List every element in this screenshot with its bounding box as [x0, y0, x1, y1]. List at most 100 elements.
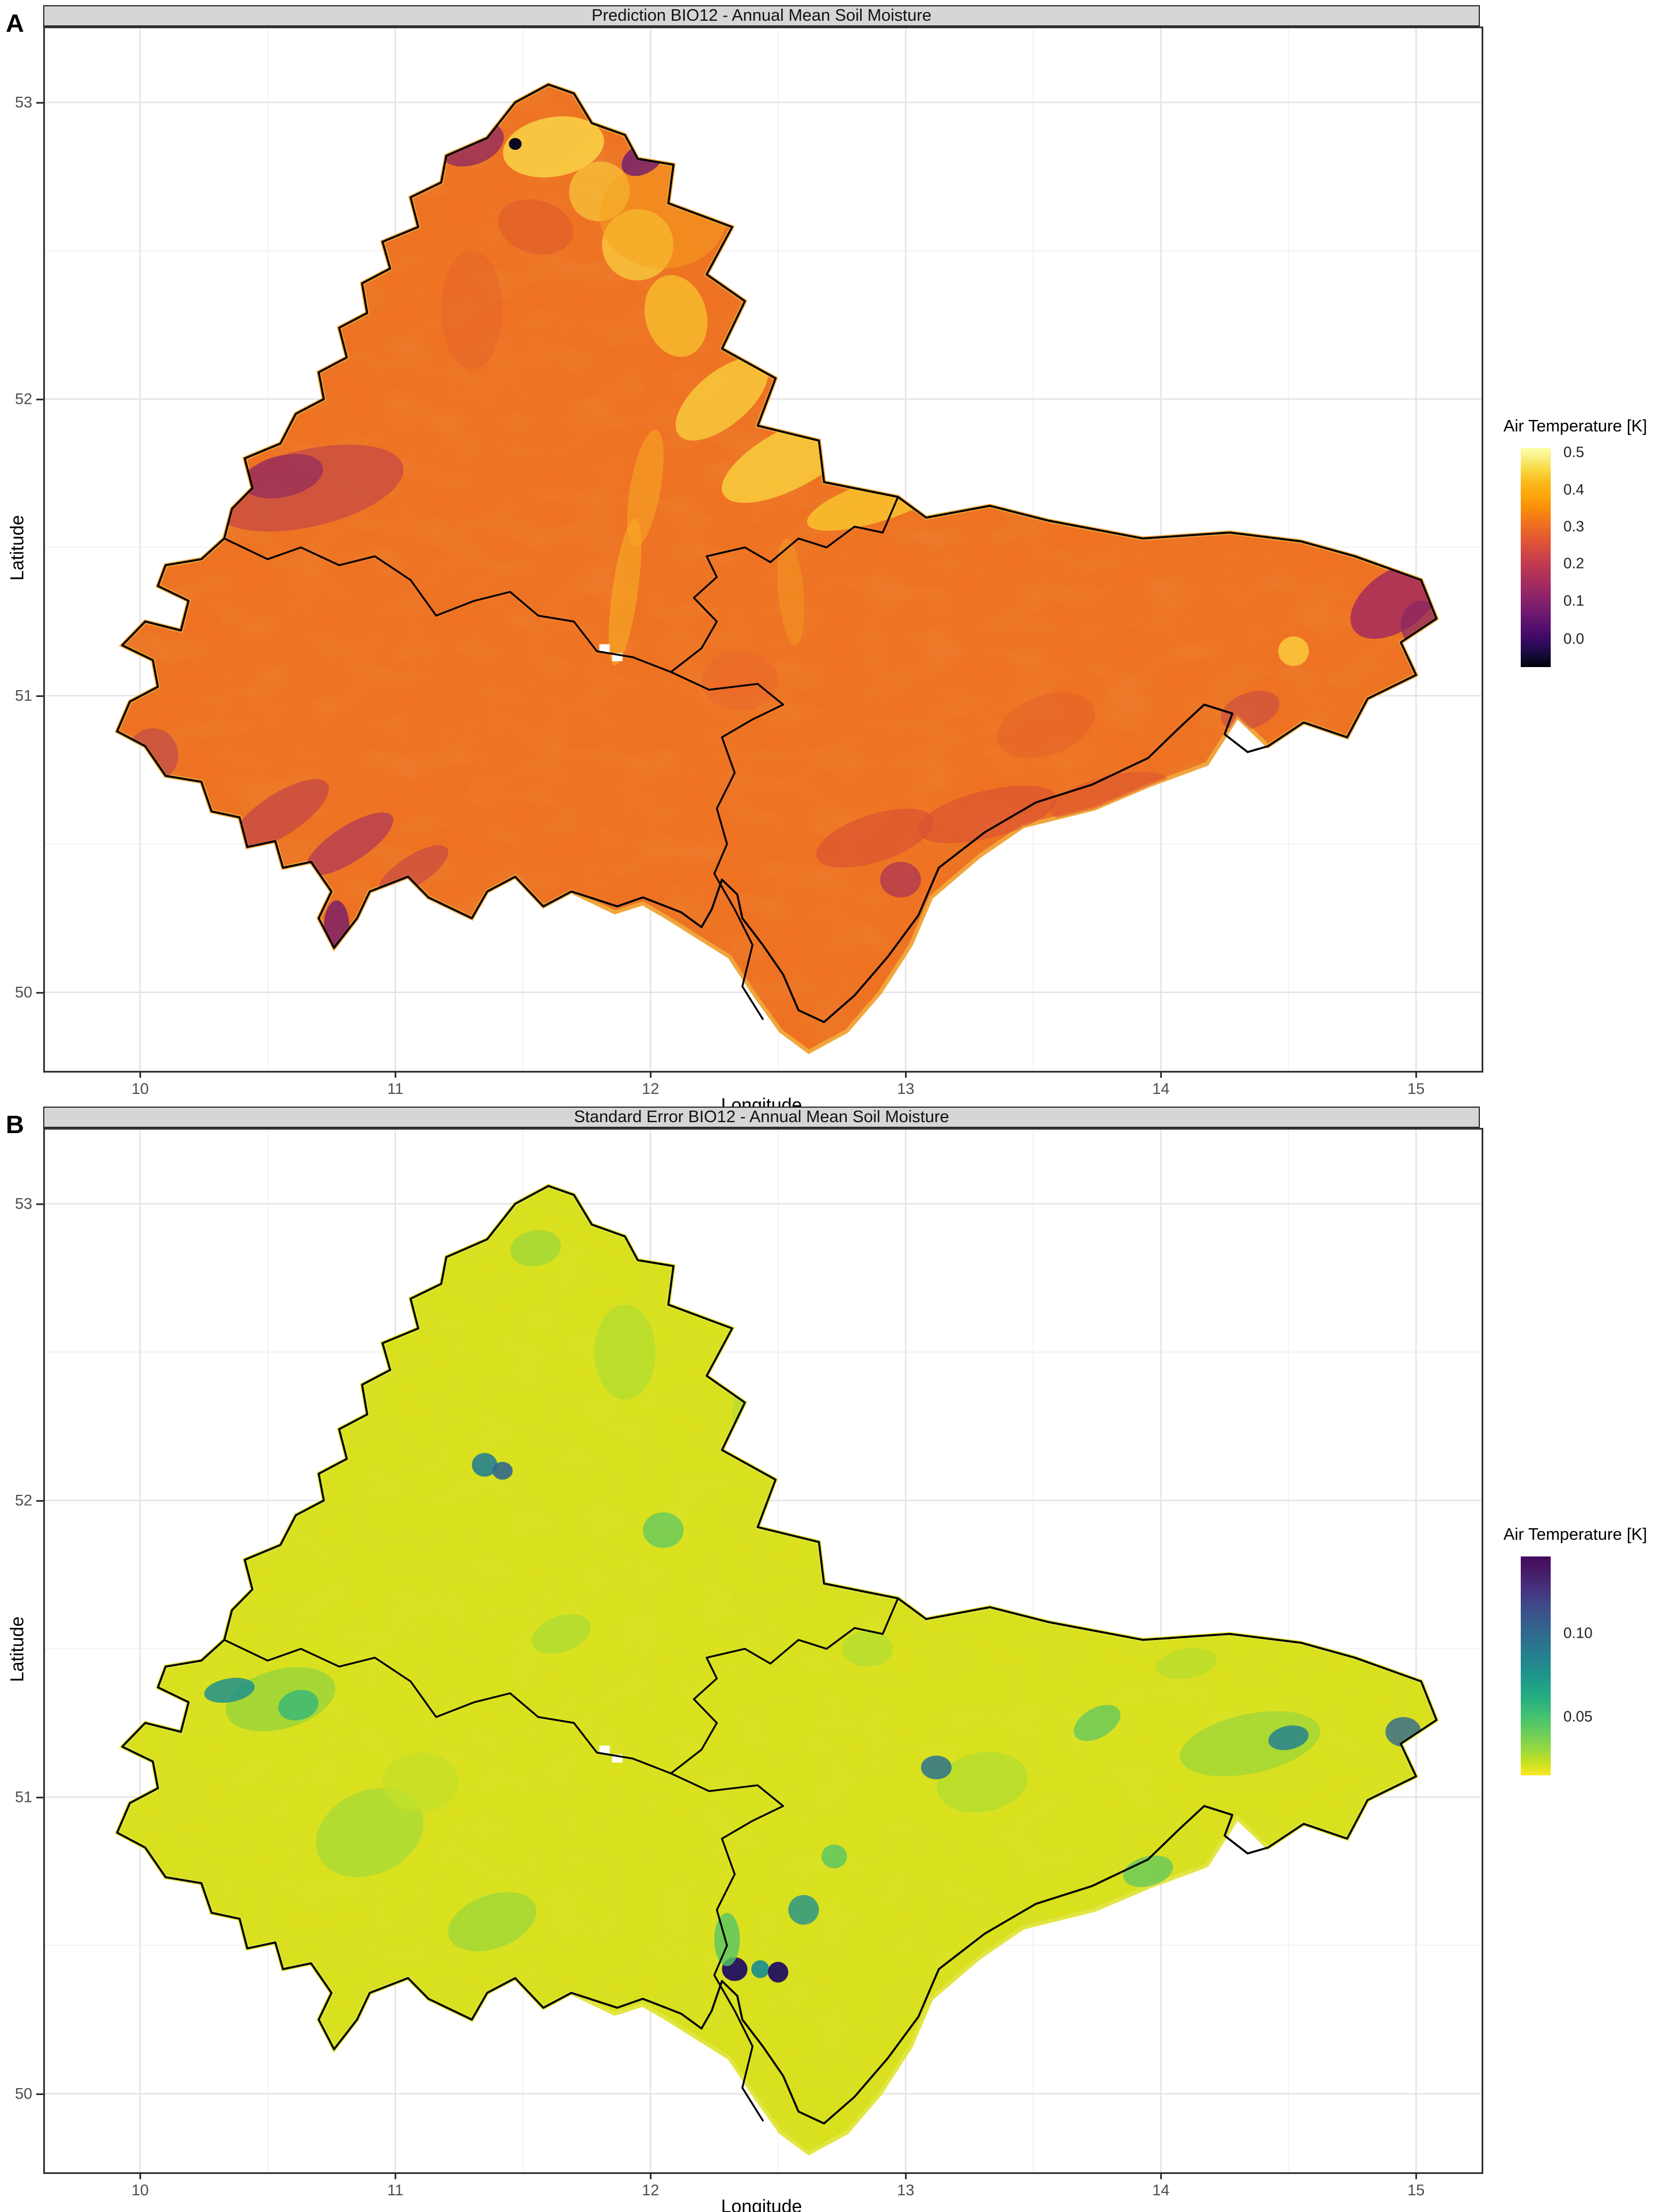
raster-patch	[472, 1453, 498, 1477]
raster-patch	[441, 251, 503, 370]
panel-a-y-axis-title: Latitude	[6, 515, 28, 581]
y-tick-label: 51	[14, 1788, 32, 1806]
panel-a-legend-title: Air Temperature [K]	[1503, 417, 1647, 435]
y-tick-mark	[36, 991, 43, 994]
y-tick-mark	[36, 101, 43, 104]
x-tick-label: 14	[1152, 1080, 1170, 1097]
raster-patch	[918, 785, 1057, 843]
raster-patch	[243, 454, 323, 499]
raster-patch	[788, 1895, 819, 1925]
raster-patch	[321, 150, 368, 221]
raster-patch	[206, 1918, 217, 1937]
raster-patch	[957, 864, 1069, 919]
raster-patch	[608, 518, 642, 666]
raster-patch	[510, 1230, 561, 1267]
raster-patch	[642, 1512, 684, 1548]
y-tick-label: 50	[14, 983, 32, 1001]
legend-tick-mark	[1541, 974, 1551, 976]
raster-patch	[751, 1960, 770, 1978]
x-tick-label: 15	[1407, 2181, 1425, 2199]
legend-tick-label: 0.4	[1563, 480, 1585, 498]
x-tick-label: 12	[642, 2181, 660, 2199]
raster-patch	[880, 862, 921, 897]
x-tick-label: 15	[1407, 1080, 1425, 1097]
raster-patch	[816, 808, 934, 868]
map-panel-b	[45, 1130, 1482, 2172]
state-borders	[116, 84, 1438, 1024]
panel-b-x-axis-title: Longitude	[721, 2196, 802, 2212]
raster-patch	[492, 1461, 513, 1480]
raster-patch	[509, 138, 522, 150]
x-tick-label: 10	[131, 2181, 149, 2199]
y-tick-label: 53	[14, 1195, 32, 1213]
raster-patch	[316, 1788, 424, 1877]
x-tick-mark	[395, 2172, 397, 2179]
raster-patch	[498, 199, 574, 255]
raster-patch	[921, 1755, 952, 1779]
legend-tick-mark	[1541, 1010, 1551, 1013]
state-borders	[116, 1185, 1438, 2125]
raster-patch	[1400, 600, 1437, 649]
map-features	[204, 1230, 1422, 1983]
x-tick-mark	[395, 1071, 397, 1078]
y-tick-label: 51	[14, 687, 32, 704]
legend-tick-mark	[1541, 1048, 1551, 1050]
panel-b-letter: B	[6, 1111, 24, 1139]
panel-b-legend-colorbar	[1521, 1556, 1551, 1775]
x-tick-mark	[139, 2172, 142, 2179]
y-tick-mark	[36, 1796, 43, 1798]
raster-patch	[127, 728, 179, 782]
raster-patch	[204, 1677, 255, 1703]
raster-patch	[1070, 866, 1150, 905]
x-tick-label: 13	[897, 2181, 915, 2199]
x-tick-label: 11	[387, 1080, 404, 1097]
y-tick-mark	[36, 1203, 43, 1205]
raster-patch	[675, 357, 768, 441]
raster-patch	[382, 1752, 459, 1812]
legend-tick-label: 0.3	[1563, 517, 1585, 535]
raster-patch	[627, 429, 664, 547]
raster-patch	[305, 812, 393, 876]
raster-patch	[937, 1752, 1028, 1813]
raster-patch	[997, 692, 1095, 759]
raster-layer	[114, 1183, 1439, 2156]
x-tick-label: 12	[642, 1080, 660, 1097]
x-tick-mark	[905, 2172, 907, 2179]
y-tick-label: 53	[14, 93, 32, 111]
x-tick-mark	[650, 1071, 652, 1078]
raster-patch	[532, 1614, 591, 1654]
panel-b-plot	[43, 1128, 1483, 2174]
raster-patch	[701, 651, 778, 711]
raster-patch	[1156, 1648, 1217, 1679]
legend-tick-mark	[1541, 1086, 1551, 1088]
y-tick-label: 50	[14, 2085, 32, 2103]
raster-patch	[1074, 1705, 1120, 1741]
legend-tick-label: 0.0	[1563, 630, 1585, 647]
legend-tick-label: 0.05	[1563, 1707, 1593, 1725]
panel-b-strip: Standard Error BIO12 - Annual Mean Soil …	[43, 1107, 1480, 1128]
no-data-hole	[599, 644, 610, 653]
panel-b-y-axis-title: Latitude	[6, 1616, 28, 1682]
x-tick-mark	[1160, 1071, 1162, 1078]
raster-patch	[594, 1304, 656, 1400]
raster-patch	[732, 1381, 773, 1441]
no-data-hole	[599, 1745, 610, 1754]
x-tick-mark	[1415, 2172, 1418, 2179]
legend-tick-mark	[1541, 937, 1551, 939]
x-tick-label: 14	[1152, 2181, 1170, 2199]
y-tick-mark	[36, 1499, 43, 1502]
raster-layer	[114, 82, 1439, 1054]
legend-tick-label: 0.2	[1563, 554, 1585, 572]
raster-patch	[1123, 1855, 1173, 1887]
raster-patch	[1278, 636, 1309, 666]
x-tick-label: 10	[131, 1080, 149, 1097]
panel-a-plot	[43, 26, 1483, 1073]
x-tick-mark	[1415, 1071, 1418, 1078]
legend-tick-label: 0.5	[1563, 443, 1585, 461]
panel-a-strip-title: Prediction BIO12 - Annual Mean Soil Mois…	[592, 6, 931, 25]
y-tick-label: 52	[14, 390, 32, 408]
raster-patch	[448, 1892, 537, 1952]
y-tick-mark	[36, 695, 43, 697]
raster-patch	[232, 779, 329, 850]
